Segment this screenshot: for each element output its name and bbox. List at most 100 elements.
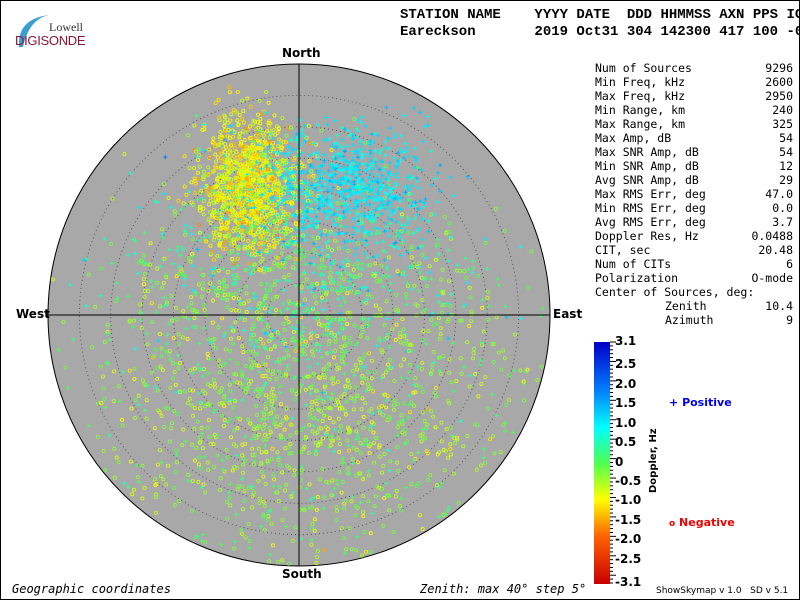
negative-source-point (441, 512, 446, 517)
negative-source-point (218, 389, 223, 394)
positive-source-point (341, 326, 346, 331)
negative-source-point (293, 196, 298, 201)
positive-source-point (316, 170, 321, 175)
negative-source-point (213, 346, 218, 351)
negative-source-point (207, 434, 212, 439)
negative-source-point (182, 154, 187, 159)
negative-source-point (449, 452, 454, 457)
positive-source-point (142, 260, 147, 265)
negative-source-point (188, 368, 193, 373)
negative-source-point (101, 386, 106, 391)
negative-source-point (306, 450, 311, 455)
skymap-plot (47, 63, 551, 567)
negative-source-point (272, 245, 277, 250)
negative-source-point (481, 329, 486, 334)
positive-source-point (369, 203, 374, 208)
negative-source-point (162, 424, 167, 429)
negative-source-point (360, 396, 365, 401)
negative-source-point (277, 485, 282, 490)
negative-source-point (220, 180, 225, 185)
negative-source-point (258, 245, 263, 250)
positive-source-point (373, 208, 378, 213)
negative-source-point (361, 415, 366, 420)
negative-source-point (309, 542, 314, 547)
negative-source-point (202, 404, 207, 409)
positive-source-point (332, 281, 337, 286)
negative-source-point (240, 507, 245, 512)
negative-source-point (261, 137, 266, 142)
negative-source-point (368, 550, 373, 555)
stat-row: Doppler Res, Hz 0.0488 (595, 228, 793, 244)
stat-label: Polarization (595, 271, 679, 285)
negative-source-point (199, 294, 204, 299)
positive-source-point (471, 266, 476, 271)
negative-source-point (207, 193, 212, 198)
positive-source-point (128, 171, 133, 176)
positive-source-point (231, 282, 236, 287)
colorbar-segment (594, 564, 610, 566)
negative-source-point (325, 315, 330, 320)
positive-source-point (201, 325, 206, 330)
positive-source-point (318, 188, 323, 193)
positive-source-point (355, 129, 360, 134)
positive-source-point (267, 144, 272, 149)
colorbar-segment (594, 506, 610, 508)
negative-source-point (485, 289, 490, 294)
positive-source-point (385, 332, 390, 337)
positive-source-point (153, 385, 158, 390)
negative-source-point (222, 221, 227, 226)
positive-source-point (437, 252, 442, 257)
negative-source-point (441, 354, 446, 359)
negative-source-point (86, 272, 91, 277)
negative-source-point (252, 332, 257, 337)
positive-source-point (227, 490, 232, 495)
negative-source-point (274, 234, 279, 239)
positive-source-point (234, 453, 239, 458)
negative-source-point (345, 263, 350, 268)
negative-source-point (383, 405, 388, 410)
negative-source-point (343, 498, 348, 503)
negative-source-point (330, 248, 335, 253)
negative-source-point (262, 527, 267, 532)
negative-source-point (207, 210, 212, 215)
positive-source-point (350, 461, 355, 466)
positive-source-point (328, 230, 333, 235)
negative-source-point (225, 153, 230, 158)
negative-source-point (331, 381, 336, 386)
legend-positive: + Positive (669, 396, 732, 409)
positive-source-point (438, 289, 443, 294)
positive-source-point (236, 217, 241, 222)
positive-source-point (190, 263, 195, 268)
positive-source-point (270, 166, 275, 171)
negative-source-point (504, 402, 509, 407)
negative-source-point (272, 261, 277, 266)
positive-source-point (201, 532, 206, 537)
negative-source-point (251, 360, 256, 365)
positive-source-point (330, 213, 335, 218)
positive-source-point (423, 307, 428, 312)
negative-source-point (338, 424, 343, 429)
negative-source-point (243, 130, 248, 135)
positive-source-point (323, 240, 328, 245)
positive-source-point (416, 450, 421, 455)
positive-source-point (431, 212, 436, 217)
positive-source-point (317, 348, 322, 353)
positive-source-point (470, 258, 475, 263)
positive-source-point (311, 205, 316, 210)
negative-source-point (269, 390, 274, 395)
positive-source-point (437, 189, 442, 194)
positive-source-point (387, 216, 392, 221)
negative-source-point (373, 370, 378, 375)
positive-source-point (154, 310, 159, 315)
negative-source-point (224, 184, 229, 189)
negative-source-point (188, 259, 193, 264)
azimuth-label: Azimuth (665, 313, 714, 327)
negative-source-point (480, 305, 485, 310)
negative-source-point (299, 467, 304, 472)
colorbar-segment (594, 436, 610, 438)
negative-source-point (216, 268, 221, 273)
negative-source-point (227, 232, 232, 237)
negative-source-point (358, 441, 363, 446)
negative-source-point (248, 357, 253, 362)
positive-source-point (324, 197, 329, 202)
